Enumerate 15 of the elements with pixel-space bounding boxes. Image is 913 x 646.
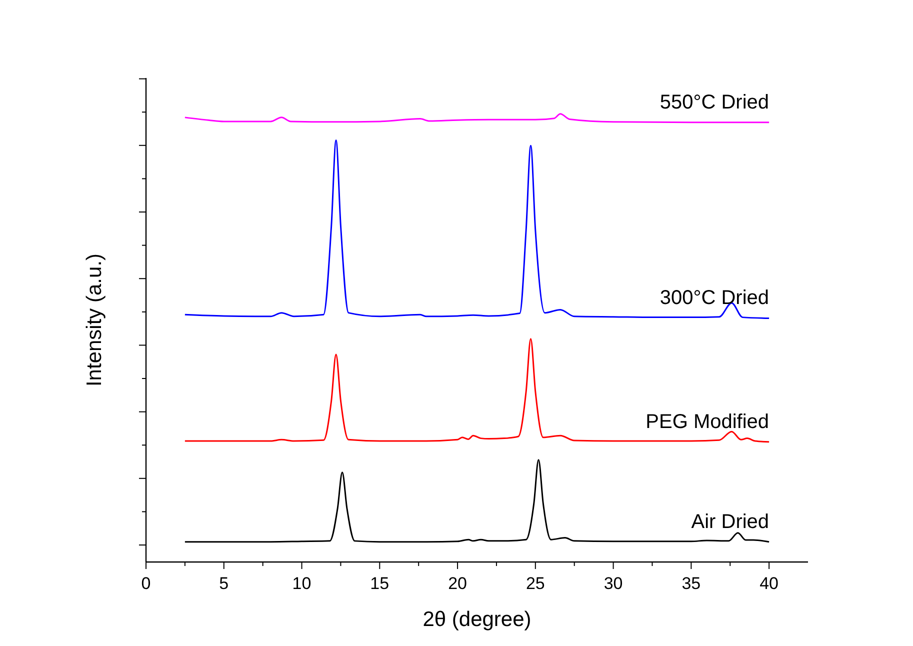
x-axis-title: 2θ (degree) [422, 608, 532, 631]
x-tick-label: 20 [448, 574, 467, 593]
series-label: Air Dried [691, 510, 770, 533]
x-tick-label: 30 [604, 574, 623, 593]
x-tick-label: 40 [760, 574, 779, 593]
y-axis-title: Intensity (a.u.) [83, 253, 106, 387]
x-tick-label: 5 [219, 574, 229, 593]
x-tick-label: 35 [682, 574, 701, 593]
x-tick-label: 10 [292, 574, 312, 593]
x-tick-label: 0 [141, 574, 151, 593]
x-tick-label: 15 [370, 574, 390, 593]
series-label: 300°C Dried [660, 287, 770, 310]
series-label: 550°C Dried [660, 91, 770, 114]
x-tick-label: 25 [526, 574, 545, 593]
series-label: PEG Modified [646, 410, 770, 433]
